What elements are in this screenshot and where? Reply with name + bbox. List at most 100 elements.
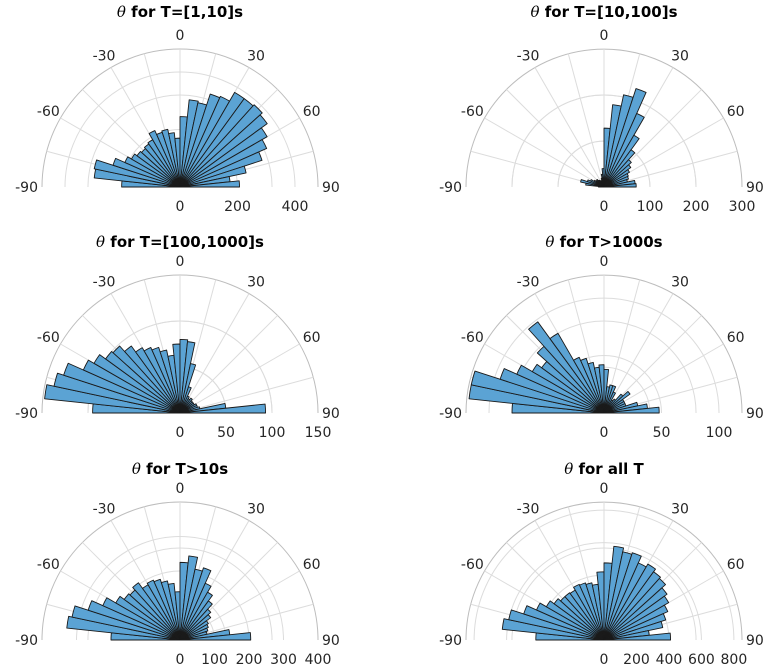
angle-tick-label: 0: [600, 481, 609, 497]
angle-tick-label: 30: [671, 501, 689, 517]
histogram-bar: [603, 563, 656, 641]
angle-tick-label: -90: [15, 633, 38, 649]
histogram-bar: [179, 608, 212, 641]
histogram-bar: [545, 600, 605, 641]
histogram-bar: [528, 321, 605, 414]
angle-tick-label: -60: [461, 104, 484, 120]
angle-tick-label: 90: [322, 180, 340, 196]
histogram-bar: [598, 364, 605, 414]
histogram-bar: [603, 159, 632, 188]
radial-tick-label: 150: [305, 425, 332, 441]
grid-spoke: [179, 343, 300, 414]
histogram-bar: [130, 153, 181, 188]
radial-tick-label: 200: [224, 199, 251, 215]
histogram-bar: [82, 359, 181, 414]
angle-tick-label: 90: [746, 406, 764, 422]
histogram-bar: [112, 345, 181, 414]
angle-tick-label: -30: [93, 274, 116, 290]
radial-tick-label: 400: [305, 652, 332, 668]
angle-tick-label: 30: [247, 501, 265, 517]
radial-tick-label: 300: [729, 199, 756, 215]
histogram-bar: [179, 403, 267, 414]
angle-tick-label: 60: [303, 557, 321, 573]
histogram-bar: [179, 165, 247, 188]
angle-tick-label: -60: [37, 557, 60, 573]
histogram-bar: [564, 592, 605, 641]
histogram-bar: [603, 406, 660, 414]
polar-panel-6: -90 -60 -30 0 30 60 90 0 200 400 600 800 θ for all T: [439, 460, 764, 668]
theta-symbol: θ: [96, 233, 105, 251]
angle-tick-label: 60: [303, 104, 321, 120]
histogram-bar: [132, 582, 181, 641]
grid-spoke: [179, 293, 250, 414]
histogram-bar: [179, 180, 240, 188]
angle-tick-label: -60: [461, 557, 484, 573]
histogram-bar: [573, 583, 605, 641]
histogram-bar: [549, 332, 605, 414]
histogram-bar: [531, 363, 605, 414]
angle-tick-label: 0: [600, 254, 609, 270]
histogram-bar: [153, 578, 181, 641]
histogram-bar: [102, 597, 181, 641]
polar-panel-1: -90 -60 -30 0 30 60 90 0 200 400 θ for T=[1,10]s: [15, 3, 340, 215]
histogram-bar: [179, 600, 213, 641]
polar-panel-4: -90 -60 -30 0 30 60 90 0 50 100 θ for T>1000s: [439, 233, 764, 441]
angle-tick-label: 90: [746, 633, 764, 649]
histogram-bar: [167, 582, 181, 641]
panel-title-text: for all T: [573, 460, 644, 478]
histogram-bar: [603, 173, 629, 188]
panel-title-text: for T=[100,1000]s: [105, 233, 264, 251]
histogram-bar: [179, 127, 268, 188]
polar-panel-2: -90 -60 -30 0 30 60 90 0 100 200 300 θ for T=[10,10…: [439, 3, 764, 215]
angle-tick-label: 60: [727, 104, 745, 120]
histogram-bar: [161, 128, 181, 188]
panel-title-text: for T>10s: [141, 460, 228, 478]
angle-tick-label: -30: [517, 501, 540, 517]
histogram-bar: [603, 571, 661, 641]
histogram-bar: [179, 151, 263, 188]
histogram-bar: [179, 114, 268, 188]
theta-symbol: θ: [132, 460, 141, 478]
histogram-bar: [603, 578, 666, 641]
histogram-bar: [136, 150, 181, 188]
radial-tick-label: 300: [270, 652, 297, 668]
histogram-bar: [63, 362, 181, 414]
angle-tick-label: 90: [322, 633, 340, 649]
histogram-bar: [603, 164, 632, 188]
radial-tick-label: 0: [176, 652, 185, 668]
angle-tick-label: 0: [176, 481, 185, 497]
histogram-bar: [603, 632, 672, 641]
angle-tick-label: 0: [600, 28, 609, 44]
radial-tick-label: 400: [656, 652, 683, 668]
histogram-bar: [179, 627, 209, 641]
angle-tick-label: -90: [439, 406, 462, 422]
angle-tick-label: -30: [93, 501, 116, 517]
angle-tick-label: 90: [746, 180, 764, 196]
radial-tick-label: 0: [600, 652, 609, 668]
angle-tick-label: -30: [517, 48, 540, 64]
radial-tick-label: 600: [688, 652, 715, 668]
radial-tick-label: 100: [637, 199, 664, 215]
angle-tick-label: -90: [439, 633, 462, 649]
histogram-bar: [603, 620, 664, 641]
radial-tick-label: 0: [600, 425, 609, 441]
histogram-bar: [603, 613, 667, 641]
radial-tick-label: 100: [259, 425, 286, 441]
theta-symbol: θ: [545, 233, 554, 251]
angle-tick-label: -90: [15, 180, 38, 196]
angle-tick-label: 0: [176, 28, 185, 44]
histogram-bar: [603, 169, 630, 188]
histogram-bar: [603, 149, 636, 188]
angle-tick-label: -90: [15, 406, 38, 422]
histogram-bar: [179, 591, 213, 641]
radial-tick-label: 200: [623, 652, 650, 668]
histogram-bar: [603, 176, 629, 188]
radial-tick-label: 0: [176, 199, 185, 215]
angle-tick-label: -90: [439, 180, 462, 196]
polar-panel-3: -90 -60 -30 0 30 60 90 0 50 100 150 θ for T=[100,10…: [15, 233, 340, 441]
histogram-bar: [603, 113, 645, 188]
histogram-bar: [603, 134, 640, 188]
angle-tick-label: -30: [517, 274, 540, 290]
panel-title-text: for T=[1,10]s: [126, 3, 243, 21]
histogram-bar: [159, 349, 181, 414]
